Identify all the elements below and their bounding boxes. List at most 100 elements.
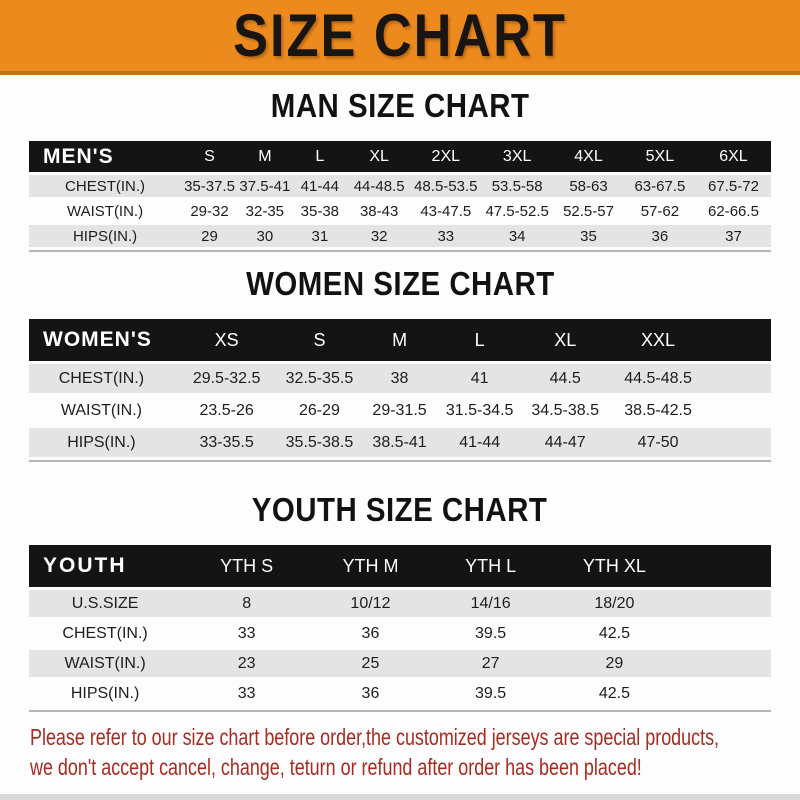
data-cell: 35-38: [291, 200, 348, 222]
row-label: HIPS(IN.): [29, 225, 182, 247]
data-cell: 29-32: [181, 200, 238, 222]
data-cell: 29: [181, 225, 238, 247]
table-row: U.S.SIZE 8 10/12 14/16 18/20: [29, 590, 771, 617]
spacer-cell: [705, 364, 771, 393]
table-header-label: WOMEN'S: [29, 319, 174, 361]
row-label: WAIST(IN.): [29, 396, 174, 425]
data-cell: 39.5: [428, 680, 553, 707]
data-cell: 63-67.5: [623, 175, 696, 197]
data-cell: 42.5: [552, 680, 677, 707]
column-header: YTH L: [428, 545, 553, 587]
row-label: CHEST(IN.): [29, 175, 182, 197]
data-cell: 31: [291, 225, 348, 247]
data-cell: 47-50: [610, 428, 706, 457]
data-cell: 38-43: [347, 200, 411, 222]
data-cell: 58-63: [553, 175, 624, 197]
women-size-table: WOMEN'S XS S M L XL XXL CHEST(IN.) 29.5-32.5 32.5…: [29, 316, 771, 460]
column-header: YTH S: [181, 545, 313, 587]
data-cell: 35.5-38.5: [279, 428, 360, 457]
table-header-row: WOMEN'S XS S M L XL XXL: [29, 319, 771, 361]
men-size-table: MEN'S S M L XL 2XL 3XL 4XL 5XL 6XL CHEST(IN.) 35-37…: [29, 138, 771, 250]
row-label: WAIST(IN.): [29, 200, 182, 222]
table-row: CHEST(IN.) 35-37.5 37.5-41 41-44 44-48.5 48.5…: [29, 175, 771, 197]
table-row: HIPS(IN.) 33 36 39.5 42.5: [29, 680, 771, 707]
column-header: 6XL: [695, 141, 771, 172]
data-cell: 14/16: [428, 590, 553, 617]
data-cell: 67.5-72: [695, 175, 771, 197]
row-label: HIPS(IN.): [29, 680, 182, 707]
data-cell: 8: [181, 590, 313, 617]
data-cell: 36: [312, 680, 429, 707]
youth-size-table: YOUTH YTH S YTH M YTH L YTH XL U.S.SIZE 8 10/12…: [29, 542, 771, 710]
table-header-row: MEN'S S M L XL 2XL 3XL 4XL 5XL 6XL: [29, 141, 771, 172]
table-row: WAIST(IN.) 23.5-26 26-29 29-31.5 31.5-34.5 34…: [29, 396, 771, 425]
data-cell: 30: [237, 225, 292, 247]
column-header: 3XL: [481, 141, 554, 172]
banner-title: SIZE CHART: [233, 1, 567, 70]
data-cell: 41-44: [291, 175, 348, 197]
table-row: WAIST(IN.) 23 25 27 29: [29, 650, 771, 677]
spacer-cell: [676, 650, 771, 677]
data-cell: 37.5-41: [237, 175, 292, 197]
data-cell: 43-47.5: [410, 200, 482, 222]
data-cell: 29: [552, 650, 677, 677]
data-cell: 44-48.5: [347, 175, 411, 197]
column-header: M: [237, 141, 292, 172]
data-cell: 34.5-38.5: [519, 396, 611, 425]
spacer-cell: [705, 428, 771, 457]
data-cell: 23: [181, 650, 313, 677]
bottom-strip: [0, 794, 800, 800]
row-label: CHEST(IN.): [29, 620, 182, 647]
column-header: L: [291, 141, 348, 172]
column-header: XL: [347, 141, 411, 172]
data-cell: 41: [439, 364, 520, 393]
row-label: CHEST(IN.): [29, 364, 174, 393]
data-cell: 48.5-53.5: [410, 175, 482, 197]
data-cell: 62-66.5: [695, 200, 771, 222]
order-note-line-2: we don't accept cancel, change, teturn o…: [30, 754, 642, 780]
data-cell: 10/12: [312, 590, 429, 617]
data-cell: 29-31.5: [359, 396, 440, 425]
column-header: S: [181, 141, 238, 172]
column-header: 4XL: [553, 141, 624, 172]
data-cell: 33: [181, 680, 313, 707]
section-women: WOMEN SIZE CHART WOMEN'S XS S M L XL XXL CHEST(…: [0, 265, 800, 460]
column-header: 5XL: [623, 141, 696, 172]
data-cell: 29.5-32.5: [173, 364, 280, 393]
column-header: YTH M: [312, 545, 429, 587]
table-row: WAIST(IN.) 29-32 32-35 35-38 38-43 43-47.5 47.…: [29, 200, 771, 222]
data-cell: 41-44: [439, 428, 520, 457]
data-cell: 33-35.5: [173, 428, 280, 457]
section-title-youth-text: YOUTH SIZE CHART: [252, 490, 548, 529]
data-cell: 47.5-52.5: [481, 200, 554, 222]
section-title-men: MAN SIZE CHART: [0, 87, 800, 125]
table-header-label: YOUTH: [29, 545, 182, 587]
column-header: XS: [173, 319, 280, 361]
spacer-cell: [676, 545, 771, 587]
section-title-youth: YOUTH SIZE CHART: [0, 490, 800, 529]
column-header: YTH XL: [552, 545, 677, 587]
spacer-cell: [705, 319, 771, 361]
data-cell: 27: [428, 650, 553, 677]
data-cell: 32.5-35.5: [279, 364, 360, 393]
table-row: HIPS(IN.) 33-35.5 35.5-38.5 38.5-41 41-44 44-…: [29, 428, 771, 457]
column-header: L: [439, 319, 520, 361]
order-note: Please refer to our size chart before or…: [30, 722, 800, 782]
table-header-label: MEN'S: [29, 141, 182, 172]
data-cell: 33: [410, 225, 482, 247]
data-cell: 38: [359, 364, 440, 393]
spacer-cell: [676, 680, 771, 707]
data-cell: 18/20: [552, 590, 677, 617]
spacer-cell: [676, 590, 771, 617]
data-cell: 52.5-57: [553, 200, 624, 222]
column-header: XL: [519, 319, 611, 361]
table-header-row: YOUTH YTH S YTH M YTH L YTH XL: [29, 545, 771, 587]
table-row: HIPS(IN.) 29 30 31 32 33 34 35 36 37: [29, 225, 771, 247]
section-title-women: WOMEN SIZE CHART: [0, 265, 800, 303]
spacer-cell: [676, 620, 771, 647]
data-cell: 57-62: [623, 200, 696, 222]
data-cell: 26-29: [279, 396, 360, 425]
data-cell: 33: [181, 620, 313, 647]
column-header: 2XL: [410, 141, 482, 172]
